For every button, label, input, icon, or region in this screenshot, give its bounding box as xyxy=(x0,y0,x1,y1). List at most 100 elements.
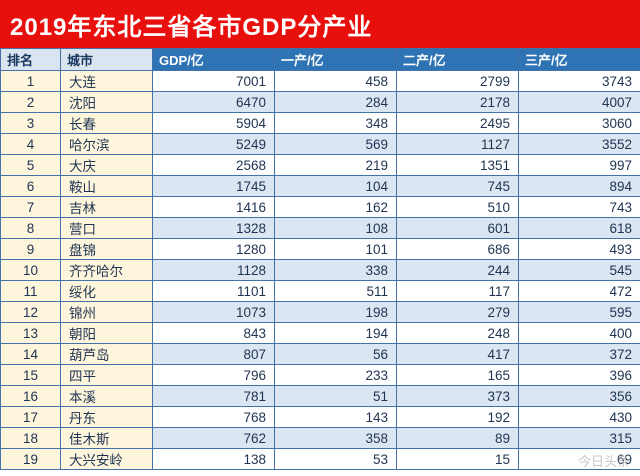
tertiary-cell: 595 xyxy=(518,301,640,323)
city-cell: 葫芦岛 xyxy=(60,343,153,365)
rank-cell: 8 xyxy=(0,217,61,239)
gdp-cell: 1280 xyxy=(152,238,275,260)
tertiary-cell: 430 xyxy=(518,406,640,428)
city-cell: 绥化 xyxy=(60,280,153,302)
table-row: 2 沈阳 6470 284 2178 4007 xyxy=(0,91,640,113)
secondary-cell: 2178 xyxy=(396,91,519,113)
primary-cell: 51 xyxy=(274,385,397,407)
secondary-cell: 1351 xyxy=(396,154,519,176)
rank-cell: 7 xyxy=(0,196,61,218)
tertiary-cell: 400 xyxy=(518,322,640,344)
table-row: 19 大兴安岭 138 53 15 69 xyxy=(0,448,640,470)
city-cell: 盘锦 xyxy=(60,238,153,260)
tertiary-cell: 493 xyxy=(518,238,640,260)
secondary-cell: 601 xyxy=(396,217,519,239)
rank-cell: 13 xyxy=(0,322,61,344)
table-row: 17 丹东 768 143 192 430 xyxy=(0,406,640,428)
secondary-cell: 15 xyxy=(396,448,519,470)
rank-cell: 11 xyxy=(0,280,61,302)
rank-cell: 3 xyxy=(0,112,61,134)
tertiary-cell: 743 xyxy=(518,196,640,218)
secondary-cell: 244 xyxy=(396,259,519,281)
primary-cell: 569 xyxy=(274,133,397,155)
primary-cell: 511 xyxy=(274,280,397,302)
city-cell: 朝阳 xyxy=(60,322,153,344)
gdp-cell: 843 xyxy=(152,322,275,344)
primary-cell: 348 xyxy=(274,112,397,134)
table-row: 14 葫芦岛 807 56 417 372 xyxy=(0,343,640,365)
tertiary-cell: 69 xyxy=(518,448,640,470)
primary-cell: 458 xyxy=(274,70,397,92)
secondary-cell: 373 xyxy=(396,385,519,407)
table-row: 7 吉林 1416 162 510 743 xyxy=(0,196,640,218)
rank-cell: 15 xyxy=(0,364,61,386)
rank-cell: 14 xyxy=(0,343,61,365)
rank-cell: 16 xyxy=(0,385,61,407)
secondary-cell: 510 xyxy=(396,196,519,218)
city-cell: 佳木斯 xyxy=(60,427,153,449)
table-row: 13 朝阳 843 194 248 400 xyxy=(0,322,640,344)
secondary-cell: 248 xyxy=(396,322,519,344)
tertiary-cell: 315 xyxy=(518,427,640,449)
gdp-cell: 1745 xyxy=(152,175,275,197)
tertiary-cell: 997 xyxy=(518,154,640,176)
gdp-cell: 5249 xyxy=(152,133,275,155)
rank-cell: 17 xyxy=(0,406,61,428)
rank-cell: 2 xyxy=(0,91,61,113)
gdp-cell: 2568 xyxy=(152,154,275,176)
city-cell: 沈阳 xyxy=(60,91,153,113)
gdp-cell: 781 xyxy=(152,385,275,407)
table-row: 4 哈尔滨 5249 569 1127 3552 xyxy=(0,133,640,155)
gdp-cell: 768 xyxy=(152,406,275,428)
secondary-cell: 417 xyxy=(396,343,519,365)
primary-cell: 338 xyxy=(274,259,397,281)
tertiary-cell: 545 xyxy=(518,259,640,281)
tertiary-cell: 472 xyxy=(518,280,640,302)
header-city: 城市 xyxy=(60,48,153,71)
tertiary-cell: 618 xyxy=(518,217,640,239)
city-cell: 四平 xyxy=(60,364,153,386)
primary-cell: 233 xyxy=(274,364,397,386)
table-row: 9 盘锦 1280 101 686 493 xyxy=(0,238,640,260)
secondary-cell: 117 xyxy=(396,280,519,302)
primary-cell: 143 xyxy=(274,406,397,428)
city-cell: 锦州 xyxy=(60,301,153,323)
table-row: 1 大连 7001 458 2799 3743 xyxy=(0,70,640,92)
secondary-cell: 192 xyxy=(396,406,519,428)
secondary-cell: 686 xyxy=(396,238,519,260)
gdp-cell: 807 xyxy=(152,343,275,365)
city-cell: 丹东 xyxy=(60,406,153,428)
gdp-cell: 5904 xyxy=(152,112,275,134)
table-row: 8 营口 1328 108 601 618 xyxy=(0,217,640,239)
secondary-cell: 745 xyxy=(396,175,519,197)
tertiary-cell: 372 xyxy=(518,343,640,365)
primary-cell: 198 xyxy=(274,301,397,323)
table-row: 5 大庆 2568 219 1351 997 xyxy=(0,154,640,176)
primary-cell: 194 xyxy=(274,322,397,344)
tertiary-cell: 4007 xyxy=(518,91,640,113)
tertiary-cell: 3552 xyxy=(518,133,640,155)
city-cell: 长春 xyxy=(60,112,153,134)
header-rank: 排名 xyxy=(0,48,61,71)
header-tertiary: 三产/亿 xyxy=(518,48,640,71)
tertiary-cell: 3743 xyxy=(518,70,640,92)
secondary-cell: 279 xyxy=(396,301,519,323)
table-row: 18 佳木斯 762 358 89 315 xyxy=(0,427,640,449)
secondary-cell: 165 xyxy=(396,364,519,386)
rank-cell: 5 xyxy=(0,154,61,176)
city-cell: 大兴安岭 xyxy=(60,448,153,470)
table-row: 10 齐齐哈尔 1128 338 244 545 xyxy=(0,259,640,281)
city-cell: 鞍山 xyxy=(60,175,153,197)
city-cell: 本溪 xyxy=(60,385,153,407)
secondary-cell: 1127 xyxy=(396,133,519,155)
rank-cell: 19 xyxy=(0,448,61,470)
header-primary: 一产/亿 xyxy=(274,48,397,71)
secondary-cell: 2799 xyxy=(396,70,519,92)
table-row: 3 长春 5904 348 2495 3060 xyxy=(0,112,640,134)
rank-cell: 10 xyxy=(0,259,61,281)
table-row: 11 绥化 1101 511 117 472 xyxy=(0,280,640,302)
city-cell: 齐齐哈尔 xyxy=(60,259,153,281)
tertiary-cell: 396 xyxy=(518,364,640,386)
rank-cell: 6 xyxy=(0,175,61,197)
